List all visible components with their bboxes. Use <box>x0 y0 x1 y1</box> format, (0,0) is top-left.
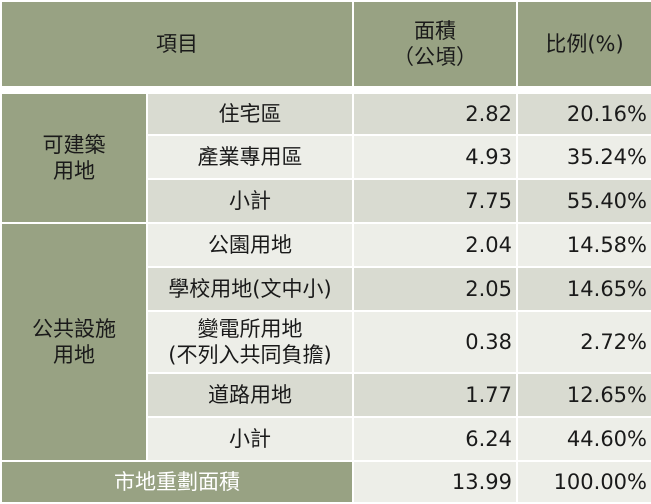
item-cell: 公園用地 <box>146 222 354 268</box>
category-label-line2: 用地 <box>53 343 95 367</box>
table-header-row: 項目 面積 （公頃） 比例(%) <box>0 0 651 88</box>
item-cell: 道路用地 <box>146 372 354 418</box>
table-row: 產業專用區 4.93 35.24% <box>1 134 651 180</box>
area-cell: 2.05 <box>352 266 518 312</box>
header-area: 面積 （公頃） <box>352 0 518 88</box>
category-public-facility: 公共設施 用地 <box>0 222 148 462</box>
item-line1: 變電所用地 <box>197 316 303 341</box>
table-row: 變電所用地 (不列入共同負擔) 0.38 2.72% <box>1 310 651 374</box>
total-row: 市地重劃面積 13.99 100.00% <box>0 460 651 504</box>
area-cell: 6.24 <box>352 416 518 462</box>
category-buildable: 可建築 用地 <box>0 92 148 224</box>
area-cell: 1.77 <box>352 372 518 418</box>
category-label-line2: 用地 <box>53 159 95 183</box>
area-cell: 0.38 <box>352 310 518 374</box>
area-cell: 2.82 <box>352 92 518 136</box>
ratio-cell: 35.24% <box>516 134 651 180</box>
header-area-line1: 面積 <box>414 18 456 43</box>
ratio-cell: 44.60% <box>516 416 651 462</box>
header-item: 項目 <box>0 0 354 88</box>
table-row: 公共設施 用地 公園用地 2.04 14.58% <box>0 222 651 462</box>
table-row: 道路用地 1.77 12.65% <box>1 372 651 418</box>
area-cell: 7.75 <box>352 178 518 224</box>
item-cell: 產業專用區 <box>146 134 354 180</box>
header-area-line2: （公頃） <box>393 45 477 69</box>
ratio-cell: 2.72% <box>516 310 651 374</box>
header-ratio: 比例(%) <box>516 0 651 88</box>
table-row: 小計 6.24 44.60% <box>1 416 651 462</box>
table-row: 學校用地(文中小) 2.05 14.65% <box>1 266 651 312</box>
area-cell: 2.04 <box>352 222 518 268</box>
table-row: 可建築 用地 住宅區 2.82 20.16% <box>0 92 651 224</box>
ratio-cell: 14.58% <box>516 222 651 268</box>
category-label-line1: 可建築 <box>42 132 106 157</box>
category-label-line1: 公共設施 <box>32 316 116 341</box>
ratio-cell: 55.40% <box>516 178 651 224</box>
table-row: 小計 7.75 55.40% <box>1 178 651 224</box>
item-cell: 住宅區 <box>146 92 354 136</box>
total-ratio: 100.00% <box>516 460 651 504</box>
item-cell: 小計 <box>146 178 354 224</box>
ratio-cell: 20.16% <box>516 92 651 136</box>
area-cell: 4.93 <box>352 134 518 180</box>
item-cell: 學校用地(文中小) <box>146 266 354 312</box>
item-line2: (不列入共同負擔) <box>168 343 332 367</box>
total-label: 市地重劃面積 <box>0 460 354 504</box>
ratio-cell: 12.65% <box>516 372 651 418</box>
total-area: 13.99 <box>352 460 518 504</box>
item-cell: 小計 <box>146 416 354 462</box>
ratio-cell: 14.65% <box>516 266 651 312</box>
item-cell: 變電所用地 (不列入共同負擔) <box>146 310 354 374</box>
